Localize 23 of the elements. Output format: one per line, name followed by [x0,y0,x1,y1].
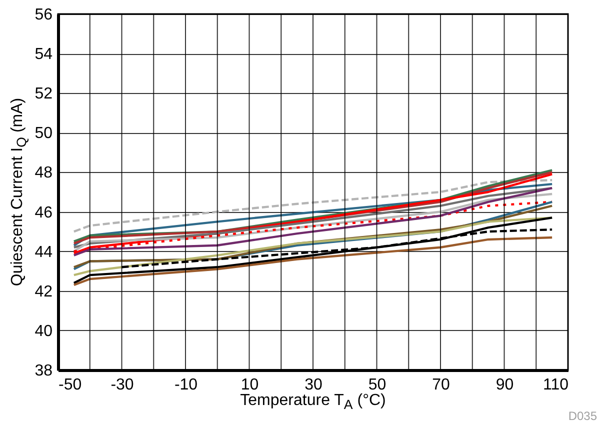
x-tick-label: 50 [368,376,386,394]
y-tick-label: 44 [34,244,53,261]
y-tick-label: 54 [34,46,53,64]
x-tick-label: 30 [304,376,322,394]
y-tick-label: 52 [34,86,53,103]
x-tick-label: 70 [432,376,450,394]
line-series [72,179,554,233]
y-tick-label: 46 [34,204,53,222]
x-tick-label: 110 [542,376,569,394]
x-tick-label: -30 [110,376,134,394]
y-tick-label: 38 [34,362,53,380]
y-tick-label: 48 [34,164,53,182]
x-tick-label: -50 [58,376,82,394]
y-tick-label: 42 [34,283,53,300]
y-tick-label: 56 [34,6,53,24]
x-axis-title: Temperature T$_{A}$ (°C) [240,392,386,412]
x-tick-label: 10 [240,376,259,394]
x-tick-label: -10 [174,376,198,394]
y-tick-label: 40 [34,322,53,340]
text: D035 [568,409,597,423]
y-tick-label: 50 [34,125,53,142]
x-tick-label: 90 [496,376,514,394]
line-series [72,236,554,286]
